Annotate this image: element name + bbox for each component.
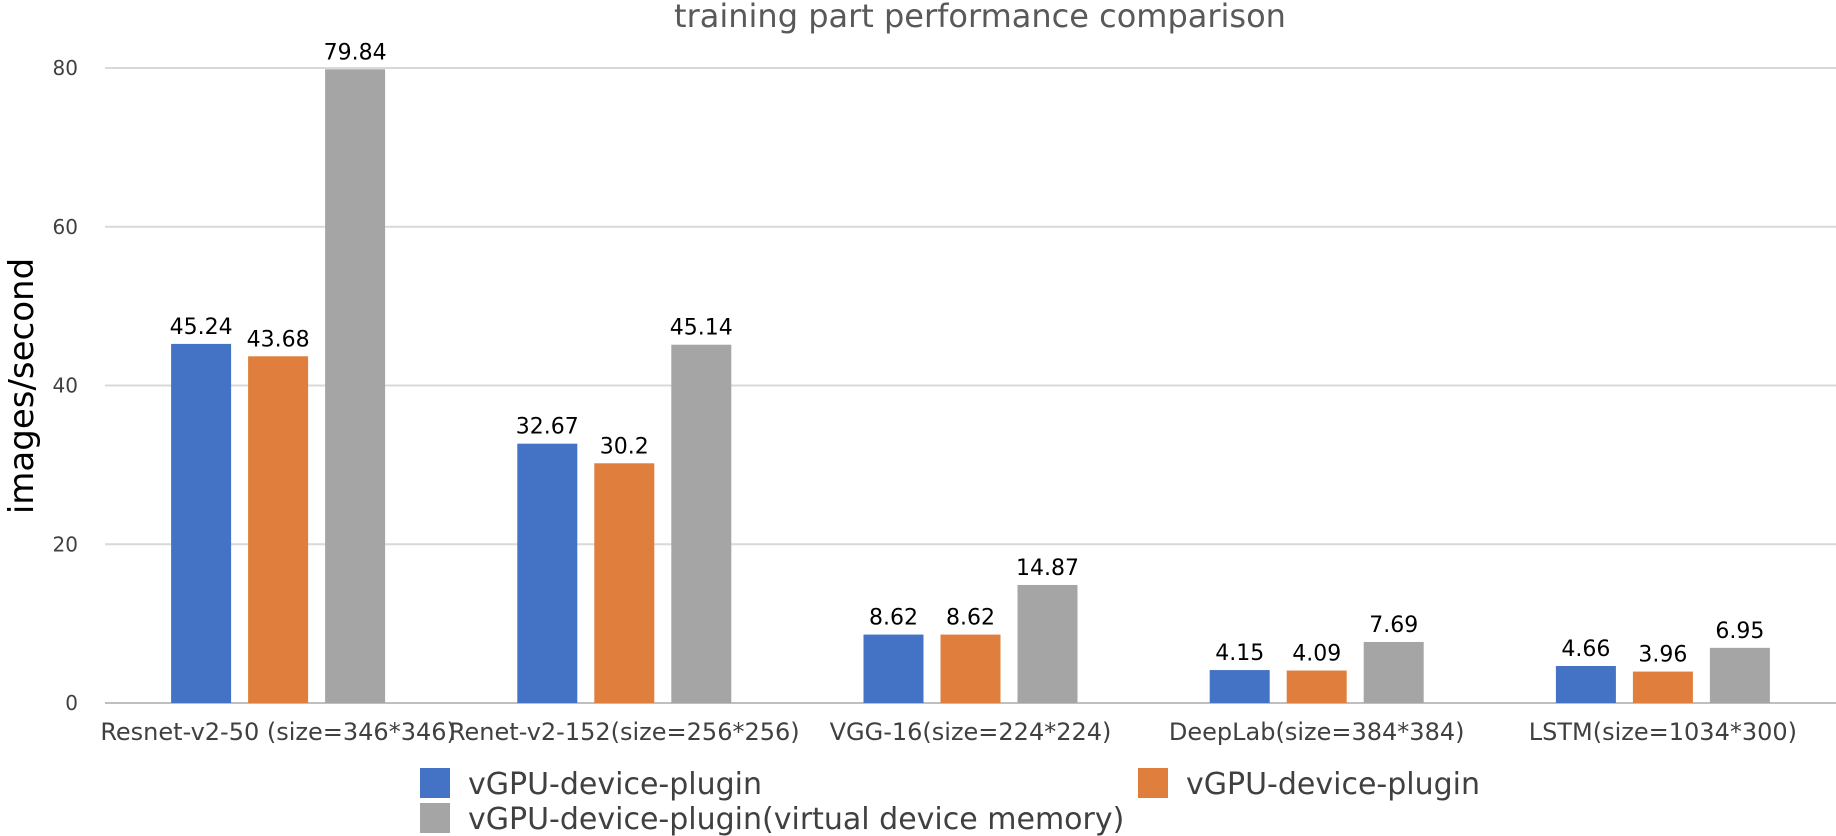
bar-series-2 [594, 463, 655, 703]
y-tick-label: 40 [53, 374, 78, 398]
data-label: 79.84 [324, 40, 387, 65]
bar-series-1 [517, 443, 578, 703]
legend-label: vGPU-device-plugin [468, 767, 762, 802]
y-axis-label: images/second [2, 258, 42, 514]
y-tick-label: 60 [53, 215, 78, 239]
data-label: 8.62 [946, 606, 995, 631]
x-tick-label: LSTM(size=1034*300) [1529, 718, 1797, 746]
bar-series-1 [863, 634, 924, 703]
bar-series-3 [325, 69, 386, 703]
bar-series-3 [1709, 647, 1770, 703]
data-label: 45.24 [170, 315, 233, 340]
y-tick-label: 0 [65, 691, 78, 715]
bar-series-2 [248, 356, 309, 703]
data-label: 45.14 [670, 316, 733, 341]
bar-series-2 [940, 634, 1001, 703]
bar-series-3 [1363, 641, 1424, 703]
gridlines [105, 67, 1836, 704]
chart-title: training part performance comparison [674, 0, 1286, 35]
legend-swatch [420, 803, 450, 833]
y-tick-label: 80 [53, 56, 78, 80]
data-label: 3.96 [1638, 643, 1687, 668]
legend-swatch [420, 768, 450, 798]
bar-series-1 [171, 343, 232, 703]
data-label: 7.69 [1369, 613, 1418, 638]
data-label: 14.87 [1016, 556, 1079, 581]
bar-series-2 [1632, 671, 1693, 703]
bar-series-3 [1017, 584, 1078, 703]
data-label: 4.15 [1215, 641, 1264, 666]
data-label: 30.2 [600, 434, 649, 459]
data-label: 6.95 [1715, 619, 1764, 644]
y-tick-label: 20 [53, 532, 78, 556]
x-tick-label: VGG-16(size=224*224) [830, 718, 1112, 746]
bar-series-2 [1286, 670, 1347, 703]
x-tick-label: Renet-v2-152(size=256*256) [449, 718, 800, 746]
legend-label: vGPU-device-plugin(virtual device memory… [468, 802, 1124, 836]
data-label: 43.68 [247, 327, 310, 352]
legend-swatch [1138, 768, 1168, 798]
x-axis-ticks: Resnet-v2-50 (size=346*346)Renet-v2-152(… [100, 718, 1797, 746]
bar-series-3 [671, 344, 732, 703]
x-tick-label: Resnet-v2-50 (size=346*346) [100, 718, 456, 746]
y-axis-ticks: 0 20 40 60 80 [53, 56, 78, 715]
x-tick-label: DeepLab(size=384*384) [1169, 718, 1465, 746]
data-label: 4.09 [1292, 642, 1341, 667]
data-label: 32.67 [516, 415, 579, 440]
bars: 45.24 43.68 79.84 32.67 30.2 45.14 8.62 8.62 14.… [170, 40, 1770, 703]
legend-label: vGPU-device-plugin [1186, 767, 1480, 802]
bar-series-1 [1555, 666, 1616, 703]
bar-series-1 [1209, 670, 1270, 703]
data-label: 8.62 [869, 606, 918, 631]
legend: vGPU-device-plugin vGPU-device-pluginvGPU… [420, 767, 1480, 836]
data-label: 4.66 [1561, 637, 1610, 662]
